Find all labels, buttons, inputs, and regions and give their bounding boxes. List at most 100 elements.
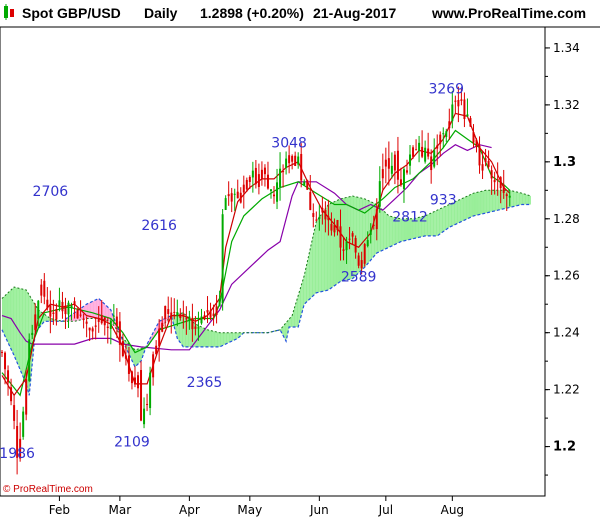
candle-body	[412, 147, 415, 157]
candle-body	[402, 169, 405, 189]
kijun-sen-line	[1, 129, 511, 397]
candle-body	[133, 377, 136, 385]
cloud-segment	[139, 348, 142, 363]
cloud-segment	[296, 295, 299, 327]
candle-body	[448, 121, 451, 129]
annotation-label: 2365	[187, 375, 223, 391]
cloud-segment	[125, 341, 128, 351]
cloud-segment	[221, 332, 223, 347]
x-tick-label: Jun	[309, 503, 329, 517]
cloud-segment	[215, 331, 217, 347]
cloud-segment	[240, 332, 243, 336]
candle-body	[405, 170, 408, 173]
cloud-segment	[426, 214, 429, 236]
cloud-segment	[441, 207, 444, 233]
candle-body	[457, 99, 460, 107]
cloud-segment	[391, 216, 394, 246]
cloud-segment	[523, 193, 525, 205]
candle-body	[73, 301, 76, 305]
cloud-segment	[408, 218, 411, 240]
candle-body	[158, 328, 161, 347]
candle-body	[161, 322, 164, 332]
candle-body	[25, 379, 28, 415]
cloud-segment	[379, 207, 382, 252]
candle-body	[34, 314, 37, 330]
candle-body	[118, 321, 121, 345]
candle-body	[409, 154, 412, 166]
candle-body	[342, 249, 345, 251]
candle-body	[49, 305, 52, 317]
x-tick-label: Aug	[441, 503, 464, 517]
candle-body	[369, 230, 372, 235]
cloud-segment	[399, 218, 401, 243]
candle-body	[185, 318, 188, 320]
candle-body	[351, 233, 354, 237]
cloud-segment	[444, 205, 447, 231]
cloud-segment	[434, 210, 436, 236]
cloud-segment	[308, 248, 311, 300]
cloud-segment	[526, 194, 528, 205]
candle-body	[360, 260, 363, 269]
candle-body	[269, 189, 272, 192]
candle-body	[263, 167, 266, 175]
x-tick-label: Mar	[109, 503, 132, 517]
cloud-segment	[419, 217, 421, 238]
candle-body	[315, 219, 318, 221]
cloud-segment	[228, 332, 231, 343]
cloud-segment	[367, 200, 370, 264]
candle-body	[61, 301, 64, 312]
cloud-segment	[8, 291, 10, 346]
candle-body	[439, 134, 442, 144]
candle-body	[463, 99, 466, 120]
cloud-segment	[464, 196, 466, 221]
cloud-segment	[479, 191, 482, 215]
cloud-segment	[305, 262, 308, 303]
cloud-segment	[95, 299, 98, 319]
cloud-segment	[467, 195, 469, 219]
cloud-segment	[212, 330, 214, 347]
cloud-segment	[482, 190, 485, 214]
cloud-segment	[209, 330, 211, 347]
cloud-segment	[381, 208, 383, 251]
candle-body	[481, 164, 484, 171]
candle-body	[149, 372, 152, 409]
cloud-segment	[485, 190, 488, 214]
cloud-segment	[224, 332, 226, 345]
instrument-name: Spot GBP/USD	[22, 5, 121, 21]
cloud-segment	[400, 218, 403, 242]
cloud-segment	[286, 320, 288, 342]
cloud-segment	[103, 302, 105, 320]
cloud-segment	[142, 347, 145, 357]
candle-body	[203, 315, 206, 320]
candle-body	[167, 309, 170, 314]
x-tick-label: Feb	[49, 503, 70, 517]
candle-body	[88, 327, 91, 331]
cloud-segment	[450, 203, 453, 227]
candle-body	[170, 312, 173, 318]
cloud-segment	[524, 194, 527, 205]
candle-body	[143, 408, 146, 425]
annotation-label: 3269	[428, 81, 464, 97]
cloud-segment	[17, 287, 19, 367]
candle-body	[79, 314, 82, 316]
candle-body	[291, 155, 294, 162]
candle-body	[285, 158, 288, 168]
cloud-segment	[335, 200, 338, 285]
cloud-segment	[518, 192, 521, 206]
cloud-segment	[490, 190, 492, 213]
cloud-segment	[218, 332, 220, 347]
cloud-segment	[317, 217, 320, 293]
plot-area	[0, 26, 546, 497]
cloud-segment	[471, 193, 474, 217]
candle-body	[445, 131, 448, 138]
cloud-segment	[459, 198, 462, 223]
timeframe: Daily	[144, 5, 178, 21]
cloud-segment	[24, 289, 27, 384]
cloud-segment	[14, 287, 16, 360]
cloud-segment	[284, 322, 287, 342]
cloud-segment	[23, 289, 25, 381]
cloud-segment	[230, 332, 232, 342]
candle-body	[182, 314, 185, 317]
candle-body	[427, 148, 430, 157]
cloud-segment	[219, 332, 222, 347]
